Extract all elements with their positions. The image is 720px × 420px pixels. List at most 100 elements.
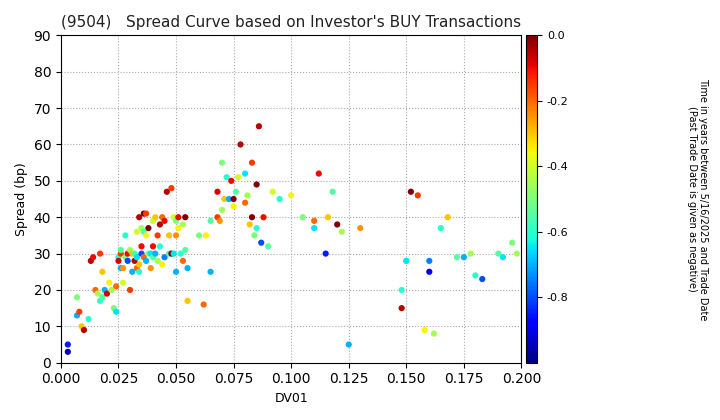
- Point: [320, 250, 331, 257]
- Point: [230, 189, 242, 195]
- Point: [136, 225, 148, 231]
- Point: [246, 159, 258, 166]
- Point: [110, 283, 122, 290]
- Point: [140, 232, 152, 239]
- Point: [133, 261, 145, 268]
- Point: [133, 268, 145, 275]
- Point: [200, 232, 212, 239]
- Point: [253, 123, 265, 130]
- Point: [308, 218, 320, 224]
- Point: [145, 250, 156, 257]
- Point: [212, 189, 223, 195]
- Point: [248, 232, 260, 239]
- Point: [175, 250, 186, 257]
- Point: [83, 316, 94, 323]
- Point: [181, 265, 193, 271]
- Point: [136, 243, 148, 249]
- Point: [458, 254, 469, 260]
- Point: [145, 265, 156, 271]
- Point: [246, 214, 258, 220]
- Point: [216, 207, 228, 213]
- Point: [125, 286, 136, 293]
- Point: [166, 250, 177, 257]
- Point: [256, 239, 267, 246]
- Point: [323, 214, 334, 220]
- Point: [274, 196, 285, 202]
- Point: [308, 225, 320, 231]
- Point: [78, 327, 90, 333]
- Point: [170, 268, 181, 275]
- Point: [225, 178, 237, 184]
- Point: [138, 210, 150, 217]
- Point: [158, 218, 170, 224]
- Point: [115, 250, 127, 257]
- Point: [115, 265, 127, 271]
- Point: [136, 250, 148, 257]
- Point: [138, 254, 150, 260]
- Point: [242, 192, 253, 199]
- Point: [327, 189, 338, 195]
- Point: [258, 214, 269, 220]
- Point: [161, 189, 173, 195]
- Point: [163, 232, 175, 239]
- Point: [442, 214, 454, 220]
- Point: [251, 181, 262, 188]
- Point: [204, 268, 216, 275]
- Point: [71, 312, 83, 319]
- Point: [108, 305, 120, 312]
- Point: [251, 225, 262, 231]
- Point: [492, 250, 504, 257]
- Point: [122, 250, 133, 257]
- Point: [140, 210, 152, 217]
- Point: [331, 221, 343, 228]
- Point: [148, 218, 159, 224]
- Point: [127, 268, 138, 275]
- Point: [115, 247, 127, 253]
- Point: [396, 286, 408, 293]
- Point: [133, 214, 145, 220]
- Point: [221, 174, 233, 181]
- Point: [177, 221, 189, 228]
- Point: [428, 330, 440, 337]
- Point: [354, 225, 366, 231]
- Point: [140, 257, 152, 264]
- Point: [117, 279, 129, 286]
- Point: [150, 214, 161, 220]
- Point: [235, 141, 246, 148]
- Point: [498, 254, 509, 260]
- Point: [62, 341, 73, 348]
- Point: [120, 232, 131, 239]
- Point: [129, 250, 140, 257]
- Point: [223, 196, 235, 202]
- Y-axis label: Spread (bp): Spread (bp): [15, 162, 28, 236]
- Point: [110, 308, 122, 315]
- Point: [143, 225, 154, 231]
- Point: [239, 200, 251, 206]
- Point: [423, 268, 435, 275]
- Point: [423, 257, 435, 264]
- Point: [120, 254, 131, 260]
- Point: [148, 243, 159, 249]
- Point: [267, 189, 279, 195]
- Point: [198, 301, 210, 308]
- Point: [244, 221, 256, 228]
- Point: [204, 218, 216, 224]
- Point: [154, 243, 166, 249]
- Point: [73, 308, 85, 315]
- Point: [96, 294, 108, 301]
- Point: [102, 290, 113, 297]
- Point: [181, 297, 193, 304]
- Point: [138, 228, 150, 235]
- Point: [451, 254, 463, 260]
- Point: [154, 221, 166, 228]
- Point: [343, 341, 354, 348]
- Point: [400, 257, 412, 264]
- Point: [106, 286, 117, 293]
- Point: [62, 349, 73, 355]
- Point: [131, 228, 143, 235]
- Point: [104, 279, 115, 286]
- Point: [400, 257, 412, 264]
- Point: [173, 225, 184, 231]
- X-axis label: DV01: DV01: [274, 392, 308, 405]
- Point: [228, 196, 239, 202]
